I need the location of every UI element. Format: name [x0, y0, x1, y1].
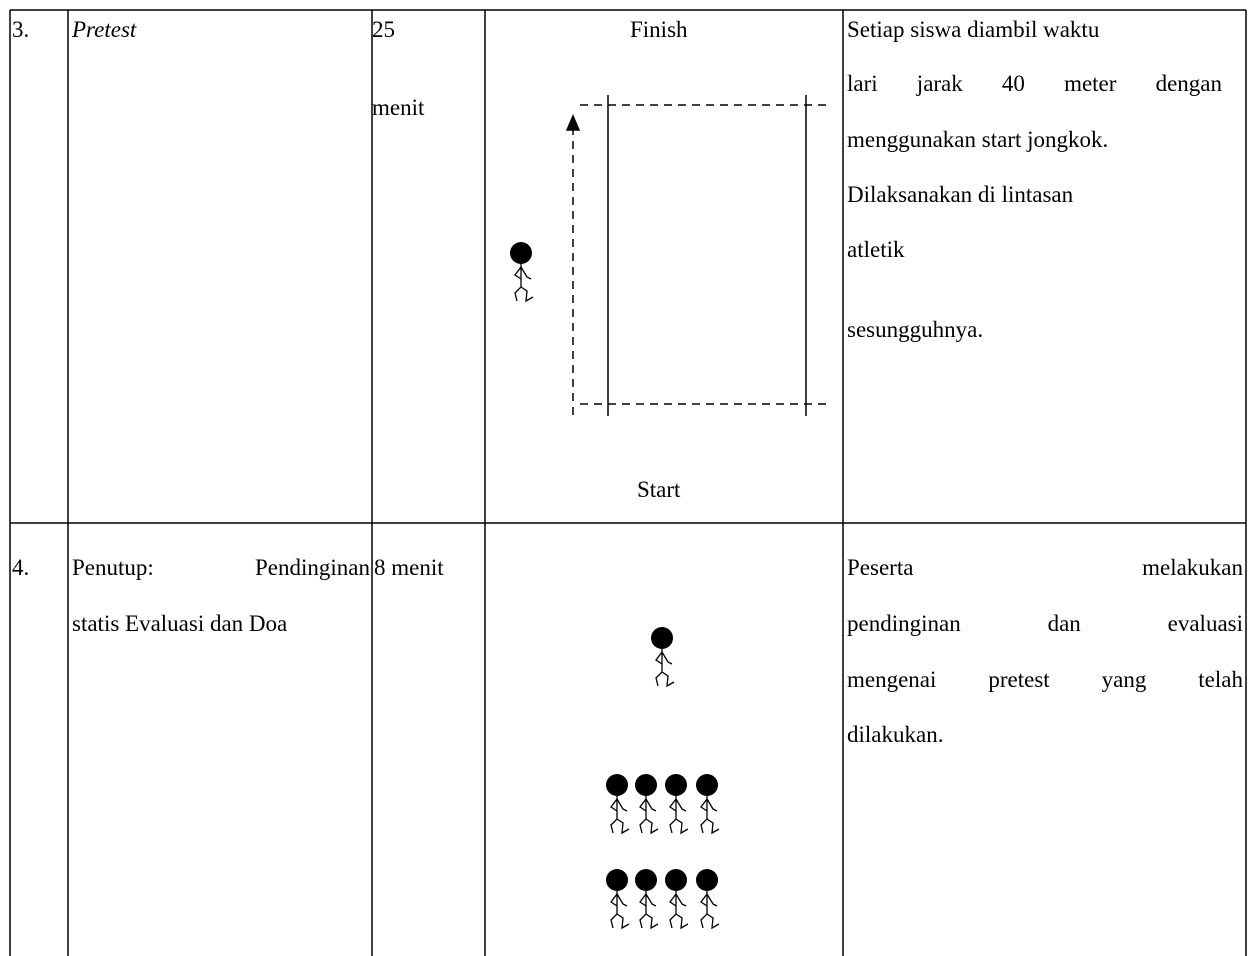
duration: 8 menit [374, 555, 444, 580]
description-line: menggunakan start jongkok. [847, 127, 1109, 152]
runner-figures [509, 241, 720, 929]
activity: Pretest [72, 17, 137, 42]
row-number: 3. [12, 17, 30, 42]
diagram-label: Finish [630, 17, 688, 42]
activity: statis Evaluasi dan Doa [72, 611, 288, 636]
description-line: pendinginan dan evaluasi [847, 611, 1243, 636]
description-line: mengenai pretest yang telah [847, 667, 1243, 692]
diagram-label: Start [637, 477, 681, 502]
description-line: sesungguhnya. [847, 317, 984, 342]
description-line: Setiap siswa diambil waktu [847, 17, 1100, 42]
description-line: dilakukan. [847, 722, 944, 747]
description-line: atletik [847, 237, 905, 262]
activity: Penutup: Pendinginan [72, 555, 370, 580]
description-line: lari jarak 40 meter dengan [847, 71, 1222, 96]
table-borders [9, 9, 1247, 956]
row-number: 4. [12, 555, 30, 580]
description-line: Dilaksanakan di lintasan [847, 182, 1074, 207]
duration: 25 [372, 17, 395, 42]
track-diagram [565, 95, 830, 416]
description-line: Peserta melakukan [847, 555, 1243, 580]
duration: menit [372, 95, 425, 120]
